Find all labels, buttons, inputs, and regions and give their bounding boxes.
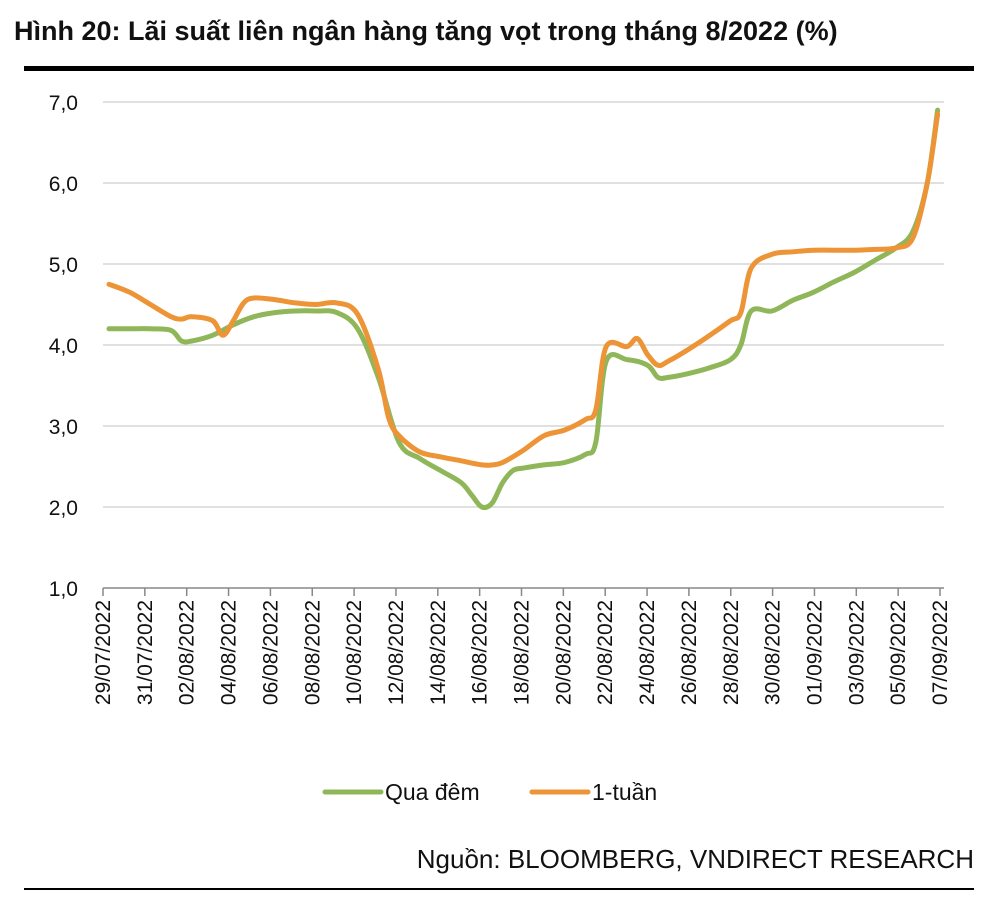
x-tick-label: 22/08/2022 [594, 600, 617, 705]
y-tick-label: 5,0 [49, 254, 78, 277]
x-tick-label: 04/08/2022 [218, 600, 241, 705]
x-tick-label: 08/08/2022 [301, 600, 324, 705]
bottom-rule [24, 888, 974, 890]
x-tick-label: 03/09/2022 [845, 600, 868, 705]
y-tick-label: 1,0 [49, 578, 78, 601]
x-tick-label: 26/08/2022 [678, 600, 701, 705]
x-tick-label: 16/08/2022 [469, 600, 492, 705]
x-tick-label: 14/08/2022 [427, 600, 450, 705]
y-tick-label: 3,0 [49, 416, 78, 439]
legend-label: Qua đêm [385, 779, 480, 805]
series-line-1-week [106, 111, 941, 468]
x-tick-label: 07/09/2022 [929, 600, 952, 705]
y-tick-label: 4,0 [49, 335, 78, 358]
x-tick-label: 30/08/2022 [762, 600, 785, 705]
y-tick-label: 7,0 [49, 92, 78, 115]
x-tick-label: 18/08/2022 [511, 600, 534, 705]
x-tick-label: 29/07/2022 [92, 600, 115, 705]
x-tick-label: 02/08/2022 [176, 600, 199, 705]
x-tick-label: 10/08/2022 [343, 600, 366, 705]
x-tick-label: 28/08/2022 [720, 600, 743, 705]
legend-label: 1-tuần [592, 779, 657, 805]
y-tick-label: 6,0 [49, 173, 78, 196]
x-tick-label: 06/08/2022 [259, 600, 282, 705]
x-tick-label: 24/08/2022 [636, 600, 659, 705]
series-line-overnight [106, 107, 941, 511]
x-tick-label: 31/07/2022 [134, 600, 157, 705]
x-tick-label: 20/08/2022 [552, 600, 575, 705]
chart-title: Hình 20: Lãi suất liên ngân hàng tăng vọ… [14, 16, 838, 46]
source-note: Nguồn: BLOOMBERG, VNDIRECT RESEARCH [416, 844, 974, 874]
x-tick-label: 05/09/2022 [887, 600, 910, 705]
x-tick-label: 12/08/2022 [385, 600, 408, 705]
title-rule [24, 66, 974, 71]
y-tick-label: 2,0 [49, 497, 78, 520]
x-tick-label: 01/09/2022 [803, 600, 826, 705]
